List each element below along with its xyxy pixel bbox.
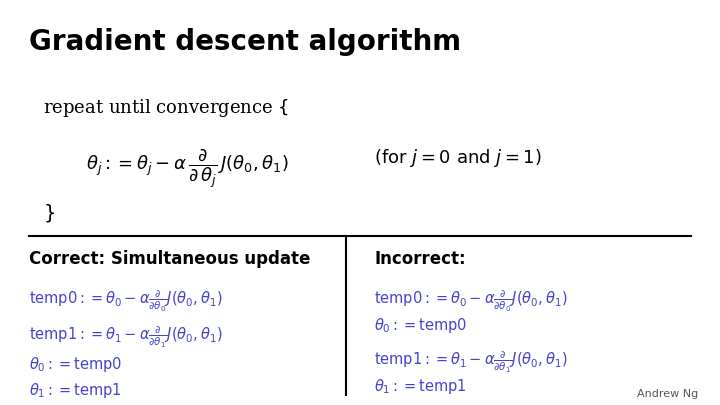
Text: $\theta_1 := \mathrm{temp1}$: $\theta_1 := \mathrm{temp1}$ (29, 381, 122, 400)
Text: Correct: Simultaneous update: Correct: Simultaneous update (29, 250, 310, 268)
Text: $\mathrm{temp0} := \theta_0 - \alpha \frac{\partial}{\partial \theta_0} J(\theta: $\mathrm{temp0} := \theta_0 - \alpha \fr… (374, 288, 568, 314)
Text: repeat until convergence $\{$: repeat until convergence $\{$ (43, 97, 289, 119)
Text: Gradient descent algorithm: Gradient descent algorithm (29, 28, 461, 56)
Text: $\mathrm{temp1} := \theta_1 - \alpha \frac{\partial}{\partial \theta_1} J(\theta: $\mathrm{temp1} := \theta_1 - \alpha \fr… (29, 324, 222, 350)
Text: Incorrect:: Incorrect: (374, 250, 466, 268)
Text: $\theta_1 := \mathrm{temp1}$: $\theta_1 := \mathrm{temp1}$ (374, 377, 467, 396)
Text: $\theta_0 := \mathrm{temp0}$: $\theta_0 := \mathrm{temp0}$ (29, 355, 122, 374)
Text: $\theta_0 := \mathrm{temp0}$: $\theta_0 := \mathrm{temp0}$ (374, 316, 467, 335)
Text: $\mathrm{temp0} := \theta_0 - \alpha \frac{\partial}{\partial \theta_0} J(\theta: $\mathrm{temp0} := \theta_0 - \alpha \fr… (29, 288, 222, 314)
Text: $\mathrm{temp1} := \theta_1 - \alpha \frac{\partial}{\partial \theta_1} J(\theta: $\mathrm{temp1} := \theta_1 - \alpha \fr… (374, 349, 568, 375)
Text: $\}$: $\}$ (43, 202, 55, 224)
Text: $(\mathrm{for}\ j = 0\ \mathrm{and}\ j = 1)$: $(\mathrm{for}\ j = 0\ \mathrm{and}\ j =… (374, 147, 542, 169)
Text: $\theta_j := \theta_j - \alpha\,\dfrac{\partial}{\partial\,\theta_j}\,J(\theta_0: $\theta_j := \theta_j - \alpha\,\dfrac{\… (86, 147, 289, 190)
Text: Andrew Ng: Andrew Ng (637, 389, 698, 399)
